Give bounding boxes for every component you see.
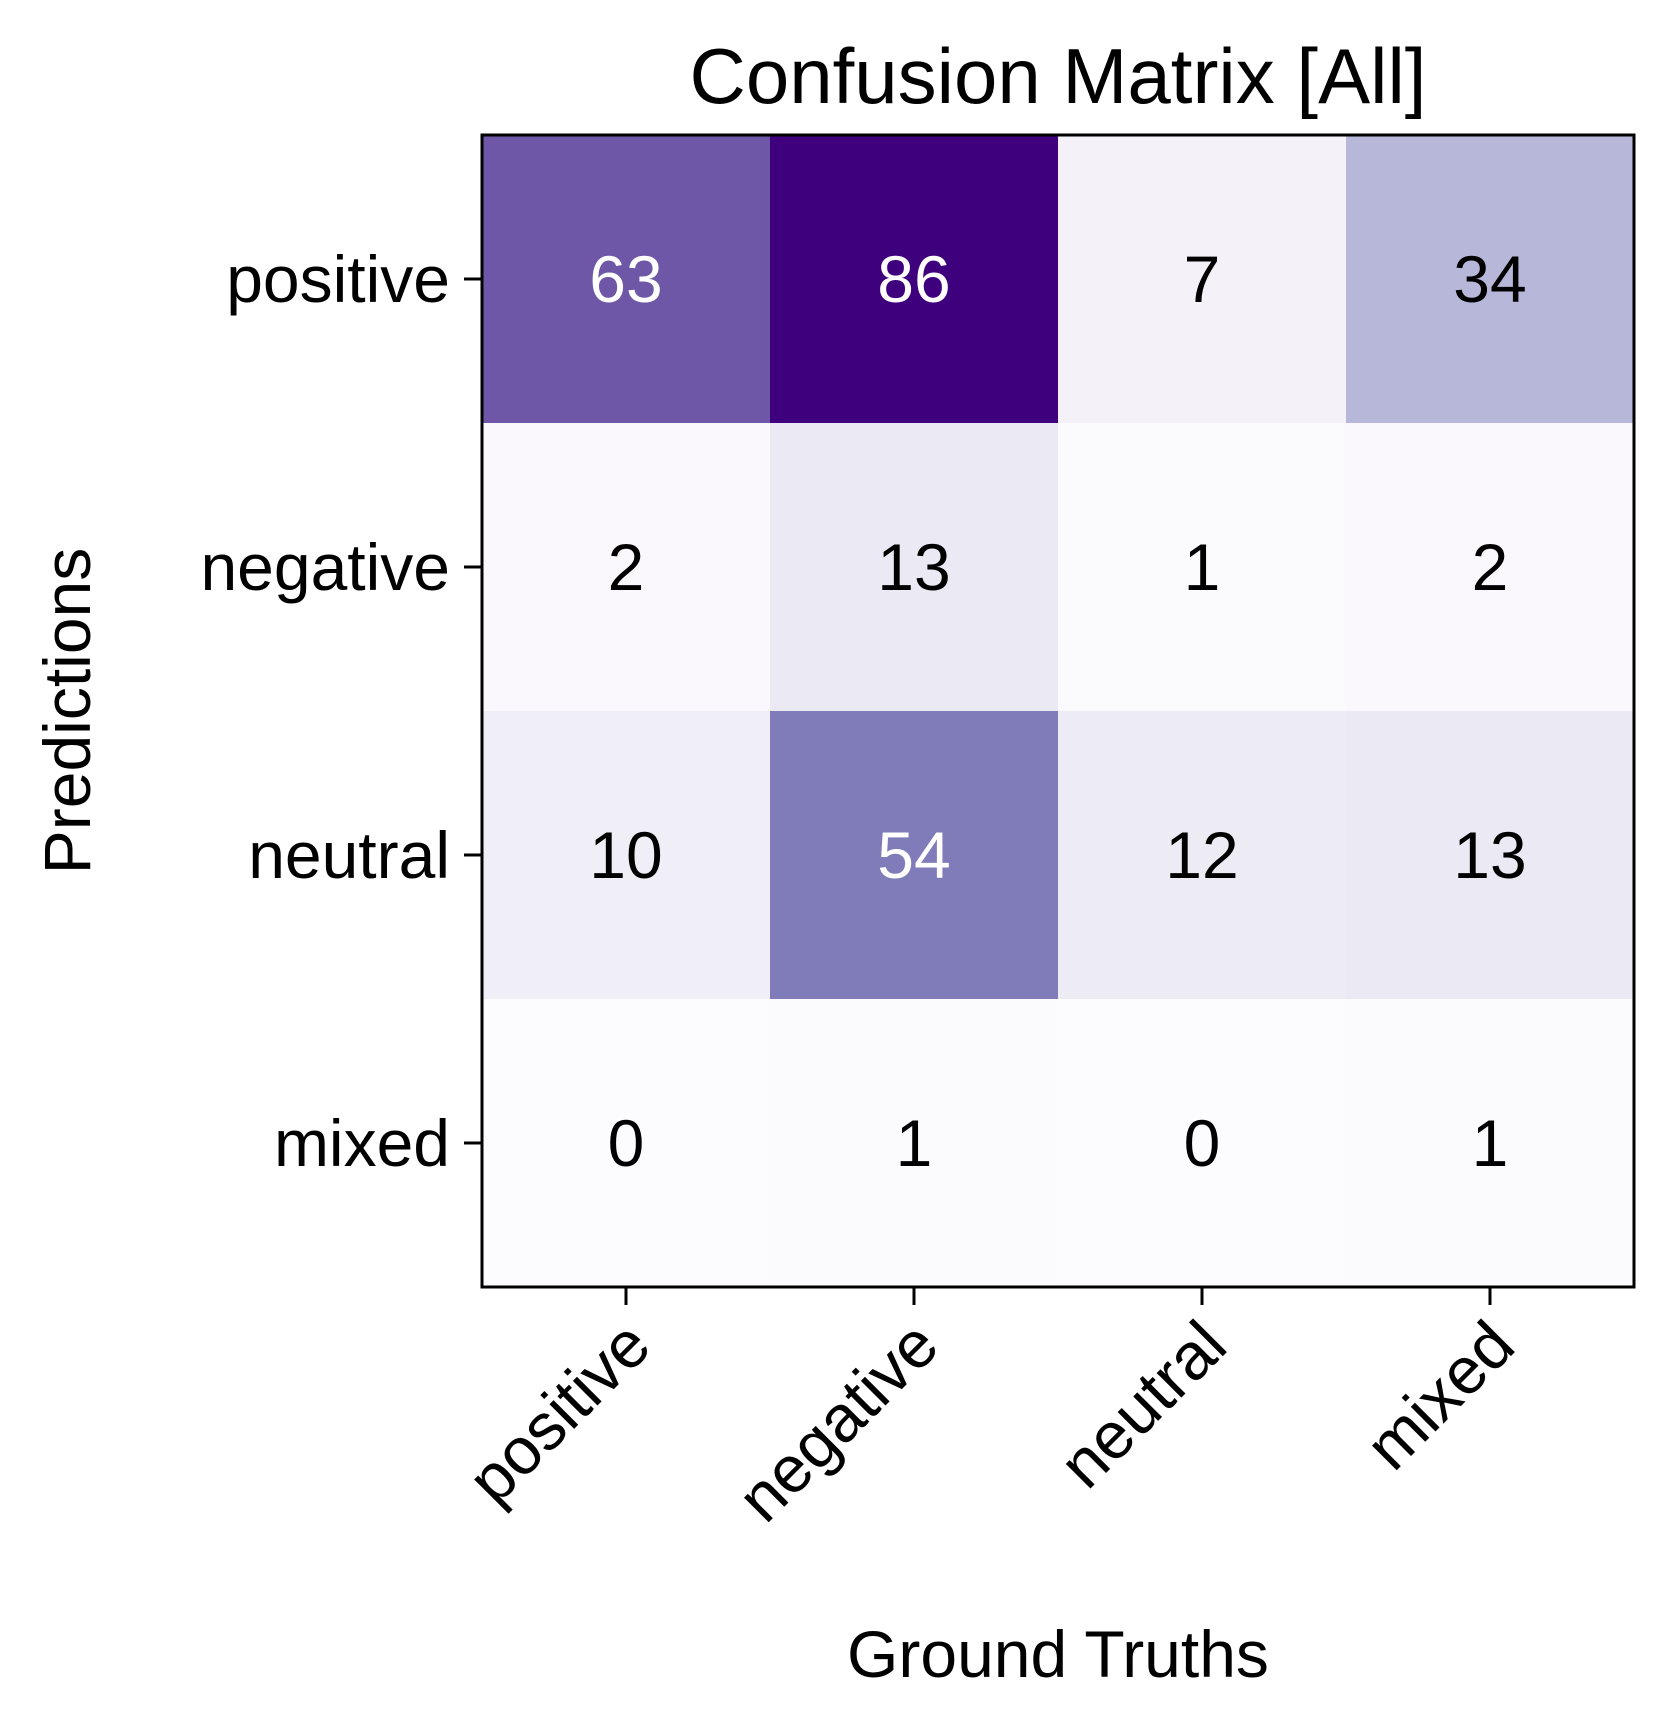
heatmap-cell: [770, 135, 1059, 424]
cell-value-label: 0: [608, 1106, 645, 1180]
y-tick-label: negative: [200, 530, 450, 604]
heatmap-cell: [1346, 135, 1635, 424]
cell-value-label: 63: [589, 242, 662, 316]
heatmap-cell: [770, 999, 1059, 1288]
heatmap-cell: [1058, 999, 1347, 1288]
cell-value-label: 7: [1184, 242, 1221, 316]
x-tick-label: mixed: [1351, 1307, 1528, 1484]
chart-title: Confusion Matrix [All]: [690, 32, 1427, 120]
cell-value-label: 2: [1472, 530, 1509, 604]
y-axis-label: Predictions: [30, 548, 104, 875]
x-tick-label: neutral: [1045, 1307, 1240, 1502]
x-tick-label: positive: [453, 1307, 664, 1518]
heatmap-cell: [482, 711, 771, 1000]
cell-value-label: 86: [877, 242, 950, 316]
cell-value-label: 54: [877, 818, 950, 892]
heatmap-cell: [1346, 999, 1635, 1288]
heatmap-cells: [482, 135, 1635, 1288]
heatmap-cell: [482, 423, 771, 712]
cell-value-label: 10: [589, 818, 662, 892]
cell-value-label: 34: [1453, 242, 1526, 316]
x-axis-ticks: positive negative neutral mixed: [453, 1287, 1528, 1535]
heatmap-cell: [1058, 423, 1347, 712]
x-tick-label: negative: [723, 1307, 952, 1536]
y-tick-label: mixed: [274, 1106, 450, 1180]
cell-value-labels: 63 86 7 342 13 1 210 54 12 130 1 0 1: [589, 242, 1526, 1180]
cell-value-label: 2: [608, 530, 645, 604]
x-axis-label: Ground Truths: [847, 1617, 1269, 1691]
cell-value-label: 13: [1453, 818, 1526, 892]
heatmap-cell: [1346, 711, 1635, 1000]
heatmap-cell: [1346, 423, 1635, 712]
y-tick-label: positive: [226, 242, 450, 316]
y-axis-ticks: positive negative neutral mixed: [200, 242, 482, 1180]
heatmap-cell: [482, 999, 771, 1288]
cell-value-label: 1: [1184, 530, 1221, 604]
cell-value-label: 0: [1184, 1106, 1221, 1180]
cell-value-label: 12: [1165, 818, 1238, 892]
plot-frame: [480, 133, 1636, 1289]
cell-value-label: 1: [1472, 1106, 1509, 1180]
heatmap-cell: [770, 423, 1059, 712]
heatmap-cell: [1058, 711, 1347, 1000]
cell-value-label: 1: [896, 1106, 933, 1180]
heatmap-cell: [482, 135, 771, 424]
heatmap-cell: [1058, 135, 1347, 424]
heatmap-cell: [770, 711, 1059, 1000]
cell-value-label: 13: [877, 530, 950, 604]
y-tick-label: neutral: [248, 818, 450, 892]
